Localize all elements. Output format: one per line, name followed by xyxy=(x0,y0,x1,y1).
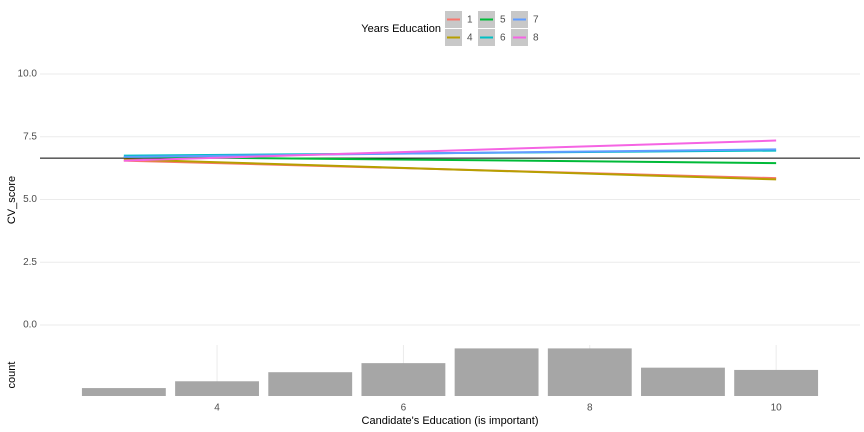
x-tick-label: 10 xyxy=(771,403,783,414)
legend-label: 5 xyxy=(500,15,506,26)
y-tick-label: 2.5 xyxy=(23,257,37,268)
series-line xyxy=(123,158,777,181)
y-axis-title: count xyxy=(6,362,18,389)
y-tick-label: 5.0 xyxy=(23,194,37,205)
y-tick-label: 10.0 xyxy=(18,69,38,80)
bar xyxy=(454,348,539,396)
legend-label: 4 xyxy=(467,33,473,44)
legend-label: 8 xyxy=(533,33,539,44)
bar xyxy=(547,348,632,396)
x-tick-label: 4 xyxy=(214,403,220,414)
x-tick-label: 6 xyxy=(401,403,407,414)
bar xyxy=(175,381,259,396)
legend-label: 6 xyxy=(500,33,506,44)
bar xyxy=(81,388,166,396)
legend-title: Years Education xyxy=(361,23,441,35)
x-axis-title: Candidate's Education (is important) xyxy=(362,415,539,427)
bar xyxy=(361,363,446,396)
legend-label: 1 xyxy=(467,15,473,26)
bar xyxy=(268,372,353,396)
y-tick-label: 7.5 xyxy=(23,131,37,142)
legend-label: 7 xyxy=(533,15,539,26)
series-line xyxy=(123,148,777,158)
series-line xyxy=(123,139,777,162)
y-tick-label: 0.0 xyxy=(23,320,37,331)
bar xyxy=(734,369,819,396)
y-axis-title: CV_score xyxy=(6,176,18,224)
x-tick-label: 8 xyxy=(587,403,593,414)
bar xyxy=(641,367,725,396)
